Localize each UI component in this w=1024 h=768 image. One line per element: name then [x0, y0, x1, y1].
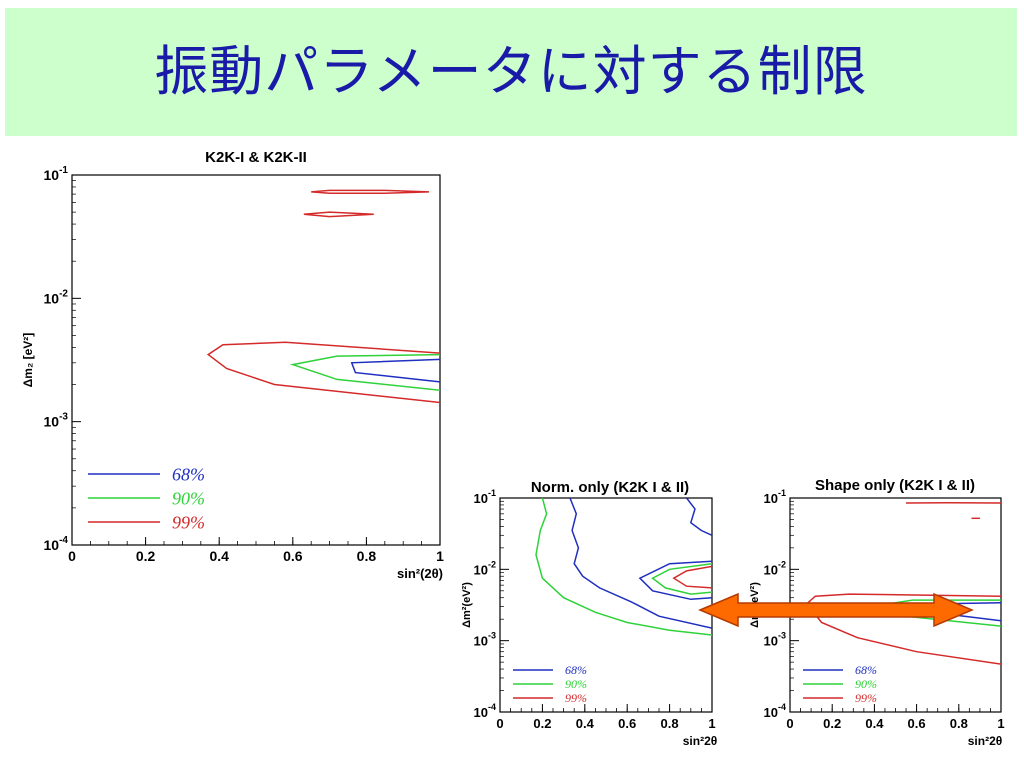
legend-label: 99% [855, 691, 877, 705]
series-line-68pct [350, 358, 440, 383]
legend-label: 99% [565, 691, 587, 705]
x-tick-label: 0.4 [209, 548, 229, 564]
x-tick-label: 0.2 [533, 716, 551, 731]
x-tick-label: 1 [436, 548, 444, 564]
x-tick-label: 0.8 [661, 716, 679, 731]
series-line-68pct [638, 560, 712, 601]
legend-label: 90% [565, 677, 587, 691]
x-tick-label: 0 [68, 548, 76, 564]
x-tick-label: 0.2 [136, 548, 156, 564]
x-tick-label: 0.2 [823, 716, 841, 731]
chart-title: K2K-I & K2K-II [205, 149, 307, 166]
chart-title: Shape only (K2K I & II) [815, 477, 975, 494]
legend-label: 90% [172, 488, 205, 508]
double-arrow-annotation [698, 592, 974, 628]
y-tick-label: 10-2 [44, 288, 69, 306]
x-tick-label: 0 [496, 716, 503, 731]
y-tick-label: 10-1 [474, 488, 496, 506]
series-line-90pct [535, 498, 712, 636]
legend-label: 68% [855, 663, 877, 677]
series-line-island [303, 211, 374, 218]
y-tick-label: 10-1 [44, 165, 69, 183]
slide-title: 振動パラメータに対する制限 [154, 40, 868, 103]
x-tick-label: 1 [708, 716, 715, 731]
y-tick-label: 10-3 [764, 631, 786, 649]
legend-label: 68% [172, 464, 205, 484]
y-tick-label: 10-2 [474, 559, 496, 577]
plot-frame [71, 174, 441, 546]
y-tick-label: 10-4 [764, 702, 786, 720]
title-band: 振動パラメータに対する制限 [5, 8, 1017, 136]
x-tick-label: 0.8 [950, 716, 968, 731]
x-tick-label: 0.6 [618, 716, 636, 731]
double-arrow-shape [698, 592, 974, 628]
x-tick-label: 1 [997, 716, 1004, 731]
series-line-90pct [289, 353, 440, 391]
x-tick-label: 0.4 [865, 716, 884, 731]
legend-label: 99% [172, 512, 205, 532]
y-tick-label: 10-2 [764, 559, 786, 577]
x-axis-label: sin²2θ [683, 734, 718, 748]
y-tick-label: 10-4 [474, 702, 496, 720]
chart-1: Norm. only (K2K I & II) 0 0.2 0.4 0.6 0.8 1 10-… [461, 479, 717, 748]
chart-0: K2K-I & K2K-II 0 0.2 0.4 0.6 0.8 1 10-1 10-2 10-3… [21, 149, 444, 581]
series-line-68pct [686, 498, 712, 536]
x-axis-label: sin²2θ [968, 734, 1003, 748]
chart-title: Norm. only (K2K I & II) [531, 479, 689, 496]
x-tick-label: 0 [786, 716, 793, 731]
x-tick-label: 0.6 [283, 548, 303, 564]
plot-frame [499, 497, 713, 713]
series-line-99pct [206, 341, 440, 404]
y-axis-label: Δm₂ [eV²] [21, 333, 35, 388]
series-line-68pct [569, 498, 712, 629]
y-tick-label: 10-1 [764, 488, 786, 506]
x-axis-label: sin²(2θ) [397, 566, 443, 581]
y-axis-label: Δm²(eV²) [461, 582, 473, 628]
y-tick-label: 10-3 [44, 412, 69, 430]
legend-label: 90% [855, 677, 877, 691]
x-tick-label: 0.8 [357, 548, 377, 564]
series-line-island [311, 189, 430, 195]
series-line-99pct [672, 565, 712, 589]
y-tick-label: 10-3 [474, 631, 496, 649]
y-tick-label: 10-4 [44, 535, 69, 553]
x-tick-label: 0.4 [576, 716, 595, 731]
x-tick-label: 0.6 [908, 716, 926, 731]
series-line-90pct [651, 562, 712, 595]
legend-label: 68% [565, 663, 587, 677]
